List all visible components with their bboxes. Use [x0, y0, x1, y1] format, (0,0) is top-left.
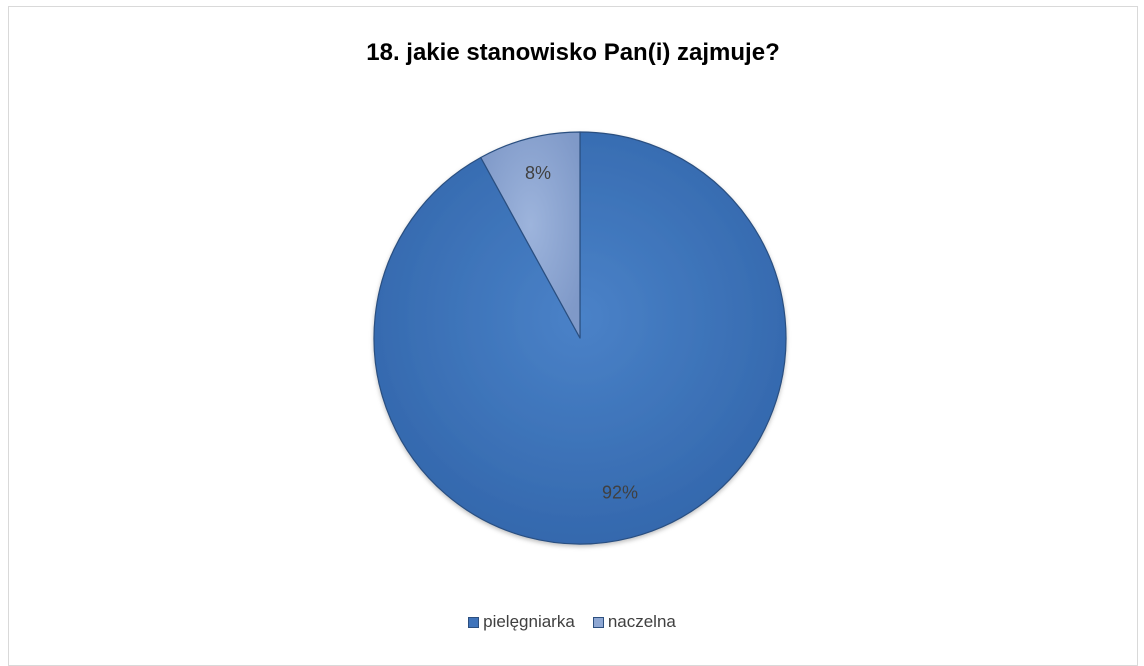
legend: pielęgniarka naczelna	[0, 612, 1144, 632]
data-label-pielegniarka: 92%	[602, 482, 638, 502]
legend-swatch-pielegniarka	[468, 616, 480, 628]
data-label-naczelna: 8%	[525, 163, 551, 183]
chart-title: 18. jakie stanowisko Pan(i) zajmuje?	[366, 39, 780, 66]
legend-item-naczelna: naczelna	[592, 612, 676, 632]
legend-item-pielegniarka: pielęgniarka	[468, 612, 575, 632]
pie-slice-naczelna	[480, 131, 581, 339]
legend-swatch-naczelna	[592, 616, 604, 628]
legend-label-naczelna: naczelna	[607, 612, 676, 631]
legend-label-pielegniarka: pielęgniarka	[483, 612, 575, 631]
